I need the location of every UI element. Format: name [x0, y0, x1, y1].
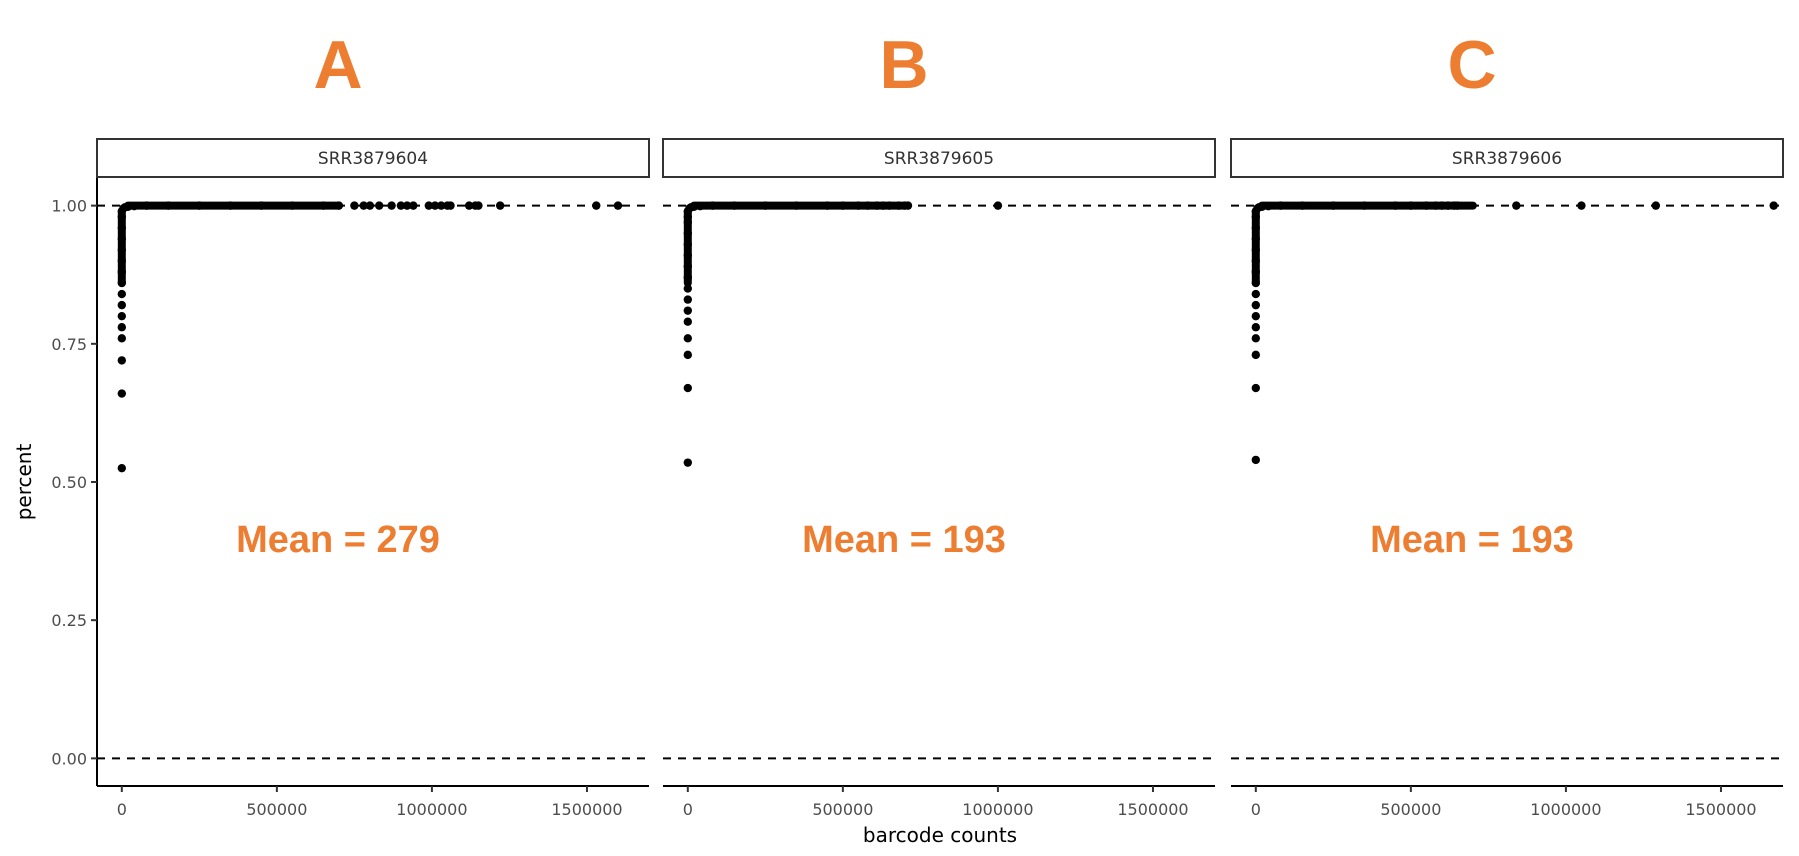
data-point: [613, 201, 623, 210]
data-point: [474, 201, 483, 210]
data-point: [117, 463, 127, 473]
x-tick-label: 1500000: [1117, 800, 1188, 819]
data-point: [1251, 311, 1261, 321]
x-tick-label: 1500000: [551, 800, 622, 819]
y-tick-label: 0.00: [51, 749, 87, 768]
facet-strip-label: SRR3879605: [884, 149, 994, 169]
data-point: [1769, 201, 1778, 210]
data-point: [1651, 201, 1661, 210]
y-tick-label: 0.25: [51, 611, 87, 630]
data-point: [683, 383, 693, 393]
x-tick-label: 500000: [812, 800, 873, 819]
data-point: [117, 334, 127, 343]
data-point: [387, 201, 396, 210]
x-axis-title: barcode counts: [863, 823, 1017, 847]
x-tick-label: 1000000: [396, 800, 467, 819]
x-tick-label: 500000: [1380, 800, 1441, 819]
data-point: [683, 306, 693, 315]
data-point: [446, 201, 455, 210]
data-point: [592, 201, 601, 210]
data-point: [1251, 300, 1261, 310]
data-point: [430, 201, 440, 210]
data-point: [117, 389, 127, 398]
data-point: [683, 317, 693, 326]
facet-strip-label: SRR3879606: [1452, 149, 1562, 169]
panel-letter: C: [1447, 27, 1496, 103]
data-point: [993, 201, 1003, 210]
x-tick-label: 0: [1251, 800, 1261, 819]
data-point: [350, 201, 359, 210]
data-point: [375, 201, 384, 210]
data-point: [117, 300, 127, 310]
data-point: [1512, 201, 1521, 210]
data-point: [117, 323, 127, 332]
facet-strip: [1230, 138, 1784, 178]
data-point: [1251, 334, 1261, 343]
data-point: [1251, 350, 1261, 360]
data-point: [437, 201, 446, 210]
mean-annotation: Mean = 279: [236, 519, 440, 561]
y-tick-label: 1.00: [51, 197, 87, 216]
data-point: [1251, 383, 1261, 393]
x-tick-label: 500000: [246, 800, 307, 819]
x-tick-label: 0: [117, 800, 127, 819]
data-point: [409, 201, 418, 210]
x-tick-label: 0: [683, 800, 693, 819]
data-point: [359, 201, 368, 210]
x-tick-label: 1500000: [1685, 800, 1756, 819]
data-point: [683, 350, 693, 360]
panel-letter: A: [313, 27, 362, 103]
facet-strip: [96, 138, 650, 178]
mean-annotation: Mean = 193: [802, 519, 1006, 561]
facet-strip: [662, 138, 1216, 178]
mean-annotation: Mean = 193: [1370, 519, 1574, 561]
data-point: [402, 201, 412, 210]
data-point: [683, 295, 693, 304]
data-point: [1251, 455, 1261, 465]
data-point: [117, 311, 127, 321]
data-point: [424, 201, 434, 210]
data-point: [117, 289, 127, 299]
data-point: [1251, 289, 1261, 299]
y-axis-title: percent: [12, 444, 36, 521]
y-tick-label: 0.50: [51, 473, 87, 492]
data-point: [683, 458, 693, 467]
data-point: [464, 201, 474, 210]
data-point: [1251, 323, 1261, 332]
panel-letter: B: [879, 27, 928, 103]
x-tick-label: 1000000: [962, 800, 1033, 819]
data-point: [1577, 201, 1586, 210]
x-tick-label: 1000000: [1530, 800, 1601, 819]
data-point: [365, 201, 375, 210]
data-point: [396, 201, 406, 210]
data-point: [495, 201, 505, 210]
data-point: [683, 284, 693, 293]
data-point: [117, 356, 127, 365]
data-point: [683, 334, 693, 343]
facet-strip-label: SRR3879604: [318, 149, 428, 169]
y-tick-label: 0.75: [51, 335, 87, 354]
